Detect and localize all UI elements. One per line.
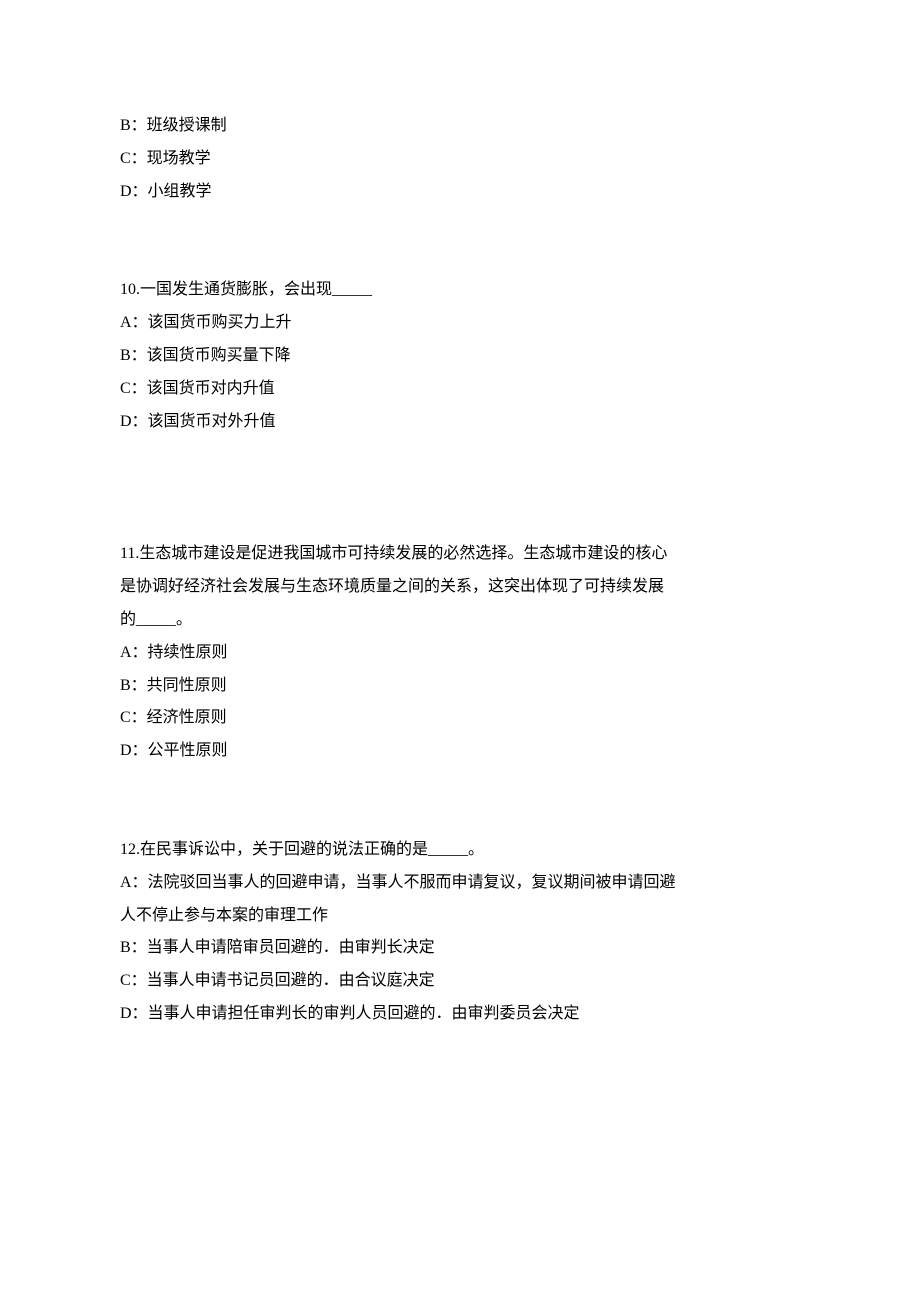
- spacer: [120, 208, 800, 274]
- option-c: C：当事人申请书记员回避的．由合议庭决定: [120, 965, 800, 998]
- question-11: 11.生态城市建设是促进我国城市可持续发展的必然选择。生态城市建设的核心 是协调…: [120, 538, 800, 768]
- option-c: C：该国货币对内升值: [120, 373, 800, 406]
- question-stem-line3: 的_____。: [120, 604, 800, 637]
- option-d: D：该国货币对外升值: [120, 406, 800, 439]
- option-b: B：当事人申请陪审员回避的．由审判长决定: [120, 932, 800, 965]
- option-c: C：经济性原则: [120, 702, 800, 735]
- question-stem-line1: 11.生态城市建设是促进我国城市可持续发展的必然选择。生态城市建设的核心: [120, 538, 800, 571]
- question-10: 10.一国发生通货膨胀，会出现_____ A：该国货币购买力上升 B：该国货币购…: [120, 274, 800, 438]
- option-b: B：该国货币购买量下降: [120, 340, 800, 373]
- option-a-line1: A：法院驳回当事人的回避申请，当事人不服而申请复议，复议期间被申请回避: [120, 867, 800, 900]
- option-a: A：持续性原则: [120, 637, 800, 670]
- option-b: B：共同性原则: [120, 670, 800, 703]
- question-stem-line2: 是协调好经济社会发展与生态环境质量之间的关系，这突出体现了可持续发展: [120, 571, 800, 604]
- option-d: D：小组教学: [120, 176, 800, 209]
- spacer: [120, 438, 800, 538]
- question-12: 12.在民事诉讼中，关于回避的说法正确的是_____。 A：法院驳回当事人的回避…: [120, 834, 800, 1031]
- option-a-line2: 人不停止参与本案的审理工作: [120, 900, 800, 933]
- option-a: A：该国货币购买力上升: [120, 307, 800, 340]
- document-content: B：班级授课制 C：现场教学 D：小组教学 10.一国发生通货膨胀，会出现___…: [120, 110, 800, 1031]
- question-stem: 12.在民事诉讼中，关于回避的说法正确的是_____。: [120, 834, 800, 867]
- spacer: [120, 768, 800, 834]
- option-d: D：公平性原则: [120, 735, 800, 768]
- question-9-partial: B：班级授课制 C：现场教学 D：小组教学: [120, 110, 800, 208]
- option-d: D：当事人申请担任审判长的审判人员回避的．由审判委员会决定: [120, 998, 800, 1031]
- question-stem: 10.一国发生通货膨胀，会出现_____: [120, 274, 800, 307]
- option-b: B：班级授课制: [120, 110, 800, 143]
- option-c: C：现场教学: [120, 143, 800, 176]
